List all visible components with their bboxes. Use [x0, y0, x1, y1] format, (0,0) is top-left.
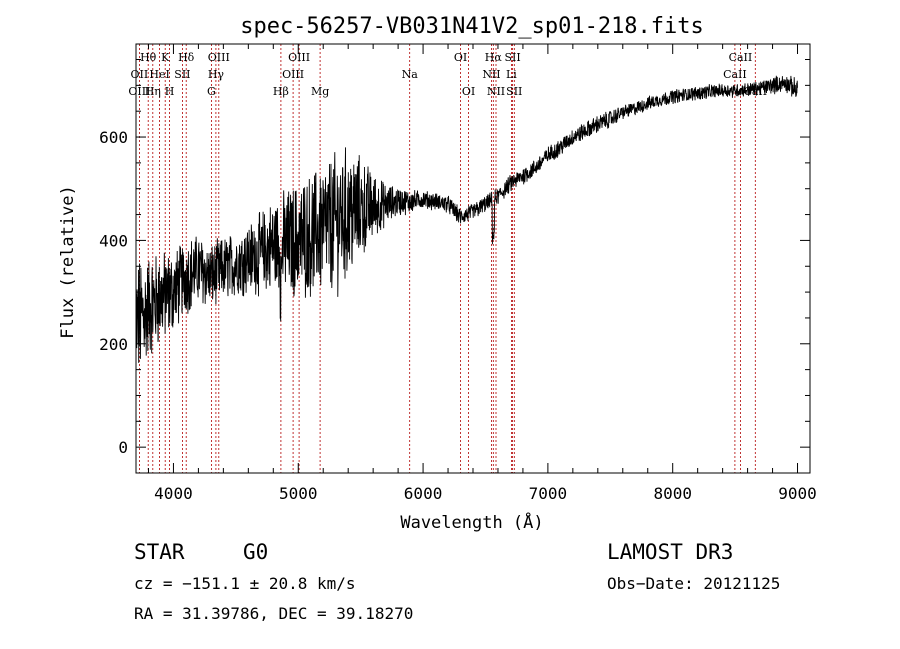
survey-label: LAMOST DR3 [607, 540, 734, 564]
redshift-cz: cz = −151.1 ± 20.8 km/s [134, 574, 356, 593]
object-subclass: G0 [243, 540, 269, 564]
spectral-line-label: K [161, 51, 170, 64]
spectral-line-label: Hα [485, 51, 503, 64]
x-tick-label: 6000 [404, 484, 443, 503]
spectrum-layer [135, 75, 798, 363]
spectral-line-label: CaII [723, 68, 747, 81]
spectral-line-label: Hβ [273, 85, 289, 98]
axis-ticks: 4000 5000 6000 7000 8000 9000 0 200 400 600 [99, 44, 817, 503]
x-tick-label: 7000 [529, 484, 568, 503]
y-tick-label: 0 [118, 438, 128, 457]
spectral-line-label: Mg [311, 85, 329, 98]
chart-title: spec-56257-VB031N41V2_sp01-218.fits [240, 14, 704, 39]
spectral-line-label: OIII [128, 85, 150, 98]
spectral-line-label: OI [462, 85, 475, 98]
spectral-line-label: OIII [282, 68, 304, 81]
x-tick-label: 5000 [279, 484, 318, 503]
spectral-line-label: HeI [149, 68, 169, 81]
spectral-line-label: SII [174, 68, 190, 81]
spectral-line-label: Hγ [208, 68, 225, 81]
y-tick-label: 600 [99, 128, 128, 147]
spectral-line-label: Hδ [178, 51, 195, 64]
spectral-line-label: OIII [288, 51, 310, 64]
x-axis-label: Wavelength (Å) [400, 511, 543, 533]
spectral-line-label: OII [131, 68, 149, 81]
spectral-line-label: Li [506, 68, 517, 81]
spectral-line-label: NII [487, 85, 505, 98]
spectrum-line [135, 75, 798, 363]
spectral-line-label: Na [402, 68, 419, 81]
spectral-line-label: OIII [208, 51, 230, 64]
spectral-line-label: OI [454, 51, 467, 64]
x-tick-label: 4000 [154, 484, 193, 503]
spectral-line-label: H [165, 85, 175, 98]
spectral-line-label: CaII [729, 51, 753, 64]
spectral-line-label: NII [482, 68, 500, 81]
emission-lines-layer [138, 44, 756, 473]
y-tick-label: 200 [99, 335, 128, 354]
object-class: STAR [134, 540, 185, 564]
observation-date: Obs−Date: 20121125 [607, 574, 781, 593]
y-tick-label: 400 [99, 231, 128, 250]
x-tick-label: 9000 [778, 484, 817, 503]
spectral-line-label: CaII [743, 85, 767, 98]
spectral-line-label: SII [504, 51, 520, 64]
ra-dec-coordinates: RA = 31.39786, DEC = 39.18270 [134, 604, 414, 623]
spectral-line-label: G [207, 85, 216, 98]
y-axis-label: Flux (relative) [58, 185, 78, 339]
spectral-line-label: Hθ [140, 51, 157, 64]
spectral-line-label: Hη [145, 85, 161, 98]
spectral-line-label: SII [506, 85, 522, 98]
x-tick-label: 8000 [653, 484, 692, 503]
